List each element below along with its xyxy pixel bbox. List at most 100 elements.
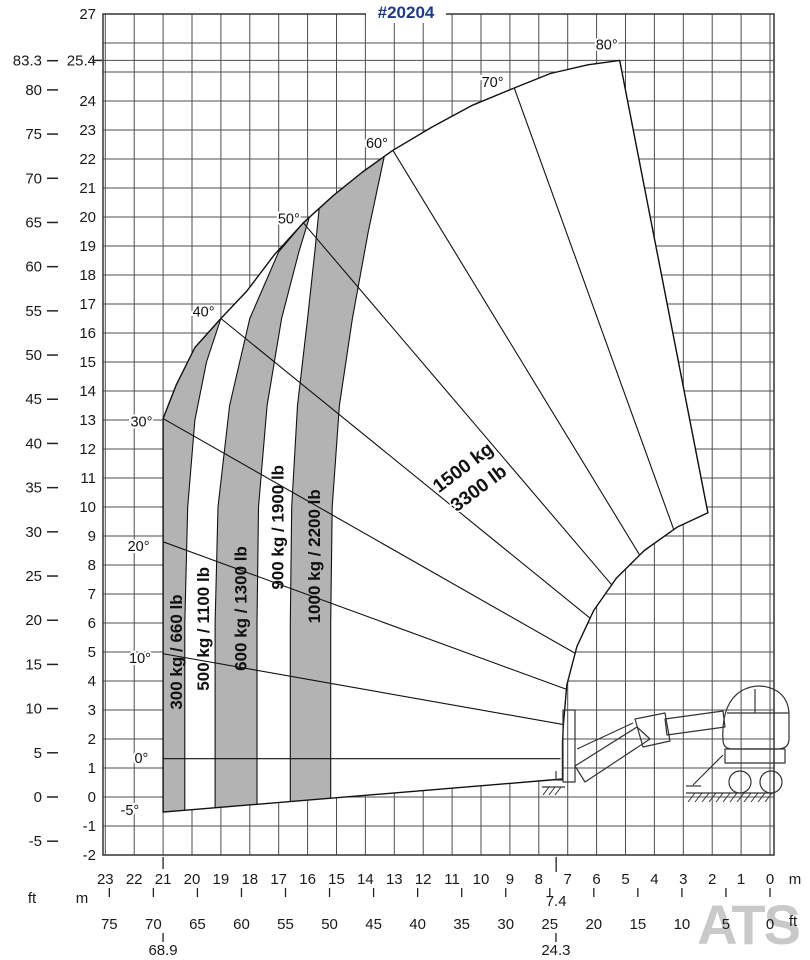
bottom-axis-m-tick-label: 10 <box>473 871 490 888</box>
left-axis-ft-tick-label: 83.3 <box>13 53 42 70</box>
bottom-axis-m-tick-label: 8 <box>535 871 543 888</box>
bottom-axis-ft-tick-label: 55 <box>277 916 294 933</box>
left-axis-ft-tick-label: 75 <box>25 126 42 143</box>
left-axis-m-tick-label: 18 <box>79 267 96 284</box>
left-axis-ft-tick-label: 55 <box>25 303 42 320</box>
bottom-axis-ft-tick-label: 50 <box>321 916 338 933</box>
left-axis-ft-tick-label: 35 <box>25 480 42 497</box>
left-axis-m-tick-label: 10 <box>79 499 96 516</box>
boom-angle-line <box>163 653 565 726</box>
title-backdrop <box>366 1 446 23</box>
ground-hatch <box>687 792 696 803</box>
ground-hatch <box>722 792 731 803</box>
left-axis-m-tick-label: 22 <box>79 151 96 168</box>
boom-angle-line <box>163 418 576 654</box>
left-axis-ft-tick-label: 65 <box>25 214 42 231</box>
capacity-zones-layer <box>163 156 385 813</box>
bottom-axis-m-tick-label: 20 <box>184 871 201 888</box>
capacity-zone-boundary <box>184 318 222 811</box>
capacity-zone-label: 300 kg / 660 lb <box>167 594 186 709</box>
boom-angle-line <box>163 541 567 690</box>
bottom-axis-m-tick-label: 23 <box>97 871 114 888</box>
bottom-axis-m-tick-label: 16 <box>299 871 316 888</box>
ground-hatch <box>750 792 759 803</box>
bottom-axis-m-tick-label: 7 <box>564 871 572 888</box>
bottom-axis-m-tick-label: 15 <box>328 871 345 888</box>
bottom-axis-ft-tick-label: 5 <box>722 916 730 933</box>
left-axis-m-tick-label: 7 <box>88 586 96 603</box>
chart-title: #20204 <box>378 3 435 22</box>
bottom-axis-ft-unit-label: ft <box>789 913 798 930</box>
ground-hatch <box>757 792 766 803</box>
left-axis-m-tick-label: 23 <box>79 122 96 139</box>
capacity-zone-label: 600 kg / 1300 lb <box>231 546 250 671</box>
left-axis-ft-tick-label: 30 <box>25 524 42 541</box>
bottom-axis-ft-tick-label: 70 <box>145 916 162 933</box>
ground-hatch <box>542 786 550 796</box>
left-axis-ft-tick-label: 80 <box>25 82 42 99</box>
bottom-axis-m-tick-label: 2 <box>708 871 716 888</box>
bottom-axis-ft-tick-label: 0 <box>766 916 774 933</box>
ats-watermark: ATS <box>697 893 799 956</box>
left-axis-m-tick-label: 9 <box>88 528 96 545</box>
bottom-axis-m-tick-label: 22 <box>126 871 143 888</box>
bottom-axis-ft-tick-label: 20 <box>585 916 602 933</box>
bottom-axis-m-tick-label: 17 <box>270 871 287 888</box>
boom-angle-label: 70° <box>482 75 504 91</box>
left-axis-m-tick-label: 1 <box>88 760 96 777</box>
left-axis-ft-tick-label: 70 <box>25 170 42 187</box>
machine-outline <box>722 685 790 750</box>
left-axis-ft-tick-label: 45 <box>25 391 42 408</box>
envelope-outline-layer <box>162 59 709 813</box>
boom-angle-line <box>302 222 612 585</box>
machine-outline <box>562 709 576 783</box>
ground-hatch <box>729 792 738 803</box>
left-axis-m-tick-label: 20 <box>79 209 96 226</box>
left-axis-m-tick-label: 27 <box>79 6 96 23</box>
bottom-axis-m-tick-label: 6 <box>592 871 600 888</box>
machine-outline <box>555 771 563 781</box>
boom-angle-line <box>220 318 591 619</box>
boom-angle-line <box>513 87 675 530</box>
axes-layer: 2725.42423222120191817161514131211109876… <box>13 6 774 959</box>
capacity-zone-label: 500 kg / 1100 lb <box>194 567 213 691</box>
machine-wheel <box>759 770 783 794</box>
left-axis-ft-tick-label: 0 <box>34 789 42 806</box>
boom-angle-label: 20° <box>128 539 150 555</box>
left-axis-m-tick-label: 16 <box>79 325 96 342</box>
ground-hatch <box>701 792 710 803</box>
boom-angle-label: 60° <box>366 136 388 152</box>
left-axis-m-tick-label: -1 <box>83 818 96 835</box>
left-axis-m-tick-label: 14 <box>79 383 96 400</box>
left-axis-m-tick-label: 25.4 <box>67 52 96 69</box>
left-axis-ft-tick-label: 60 <box>25 259 42 276</box>
bottom-axis-m-tick-label: 11 <box>444 871 460 888</box>
left-axis-ft-tick-label: 10 <box>25 701 42 718</box>
ground-hatch <box>764 792 773 803</box>
max-reach-ft-label: 68.9 <box>148 942 177 959</box>
ground-hatch <box>554 786 562 796</box>
left-axis-ft-tick-label: 40 <box>25 435 42 452</box>
ground-hatch <box>548 786 556 796</box>
capacity-zone-boundary <box>214 222 304 808</box>
boom-angle-label: 30° <box>130 414 152 430</box>
bottom-axis-m-tick-label: 0 <box>766 871 774 888</box>
working-envelope-outline <box>162 59 709 813</box>
boom-angle-label: 80° <box>596 37 618 53</box>
capacity-zone-boundary <box>289 208 320 802</box>
left-axis-m-tick-label: 11 <box>80 470 96 487</box>
bottom-axis-ft-tick-label: 25 <box>541 916 558 933</box>
bottom-axis-ft-tick-label: 45 <box>365 916 382 933</box>
bottom-axis-m-tick-label: 4 <box>650 871 658 888</box>
bottom-axis-ft-tick-label: 75 <box>101 916 118 933</box>
bottom-axis-m-unit-label: m <box>789 871 802 888</box>
boom-angle-label: 50° <box>278 211 300 227</box>
left-axis-m-tick-label: 13 <box>79 412 96 429</box>
bottom-axis-m-tick-label: 9 <box>506 871 514 888</box>
bottom-axis-ft-tick-label: 60 <box>233 916 250 933</box>
boom-angle-label: -5° <box>121 803 140 819</box>
ground-hatch <box>736 792 745 803</box>
bottom-axis-m-tick-label: 12 <box>415 871 432 888</box>
inner-reach-ft-label: 24.3 <box>541 942 570 959</box>
capacity-zone-label: 1000 kg / 2200 lb <box>305 489 324 623</box>
